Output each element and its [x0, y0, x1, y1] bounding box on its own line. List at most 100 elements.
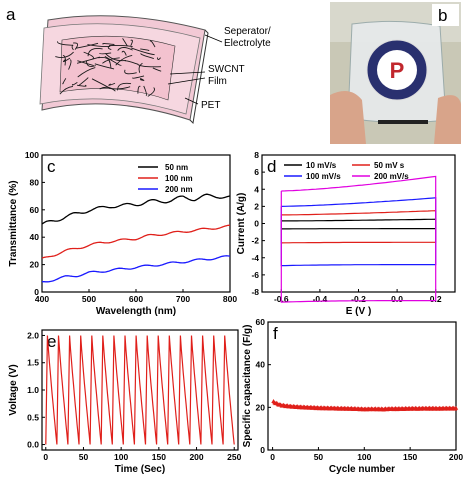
x-tick-label: 200 [449, 452, 463, 462]
nanotube-strand [105, 52, 127, 62]
x-axis-label: Time (Sec) [115, 464, 165, 475]
series-line [42, 255, 231, 283]
panel-label: c [47, 157, 56, 176]
x-axis-label: Cycle number [329, 464, 395, 475]
x-tick-label: 0.0 [391, 294, 403, 304]
plot-frame [267, 321, 457, 451]
legend-label: 200 mV/s [374, 172, 409, 181]
x-tick-label: -0.4 [313, 294, 328, 304]
cv-loop [280, 218, 437, 230]
x-tick-label: 700 [176, 294, 190, 304]
x-tick-label: 150 [152, 452, 166, 462]
callout-line-film-2 [167, 77, 206, 85]
chart-cycling-stability: 0 50 100 150 200 0 20 40 60 Cycle number Specific … [242, 317, 463, 475]
nanotube-strand [99, 52, 112, 55]
nanotube-strand [139, 78, 145, 81]
legend-label: 50 mV s [374, 161, 405, 170]
logo-inner [377, 50, 417, 90]
x-tick-label: 50 [79, 452, 89, 462]
y-tick-label: 1.5 [27, 358, 39, 368]
capacitance-point [453, 405, 459, 410]
legend-label: 100 nm [165, 174, 193, 183]
x-tick-label: 200 [189, 452, 203, 462]
panel-label: e [47, 332, 56, 351]
nanotube-strand [59, 86, 74, 95]
y-tick-label: 4 [254, 184, 259, 194]
y-axis-label: Transmittance (%) [8, 180, 19, 266]
nanotube-strand [149, 40, 156, 48]
nanotube-strand [140, 48, 150, 52]
swcnt-mesh [55, 38, 162, 97]
nanotube-strand [71, 82, 78, 86]
panel-b: P b [330, 2, 461, 144]
gcd-curve [45, 335, 235, 445]
legend-label: 100 mV/s [306, 172, 341, 181]
legend-label: 200 nm [165, 185, 193, 194]
nanotube-strand [130, 39, 133, 46]
x-tick-label: 50 [314, 452, 324, 462]
y-tick-label: 0 [260, 445, 265, 455]
y-tick-label: 0 [34, 287, 39, 297]
nanotube-strand [124, 69, 137, 75]
y-axis-label: Specific capacitance (F/g) [242, 325, 253, 448]
callout-pet: PET [201, 100, 220, 111]
x-tick-label: 0 [43, 452, 48, 462]
nanotube-strand [140, 52, 154, 59]
nanotube-strand [122, 38, 128, 47]
y-tick-label: 2.0 [27, 330, 39, 340]
y-tick-label: 60 [256, 317, 266, 327]
y-tick-label: 40 [256, 360, 266, 370]
y-tick-label: 2 [254, 201, 259, 211]
panel-label: f [273, 324, 278, 343]
nanotube-strand [86, 60, 96, 67]
panel-a: a Seperator/Electrolyte SWCNT Film PET [6, 5, 271, 125]
y-tick-label: 100 [25, 150, 39, 160]
y-tick-label: 20 [256, 402, 266, 412]
nanotube-strand [117, 47, 133, 51]
nanotube-strand [99, 86, 116, 92]
callout-line-separator [204, 34, 223, 43]
nanotube-strand [130, 47, 155, 56]
nanotube-strand [94, 63, 115, 70]
y-tick-label: -2 [251, 236, 259, 246]
layer-illustration [39, 15, 209, 125]
nanotube-strand [132, 75, 145, 79]
nanotube-strand [124, 60, 139, 65]
nanotube-strand [115, 55, 133, 66]
nanotube-strand [102, 43, 115, 45]
panel-a-label: a [6, 5, 16, 24]
y-tick-label: 0.0 [27, 440, 39, 450]
x-tick-label: 400 [35, 294, 49, 304]
left-hand [330, 91, 366, 144]
x-tick-label: 500 [82, 294, 96, 304]
plot-frame [41, 154, 231, 293]
x-axis-label: Wavelength (nm) [96, 306, 176, 317]
chart-transmittance: 400 500 600 700 800 0 20 40 60 80 100 Wavelength (n… [8, 150, 237, 317]
x-tick-label: 0 [270, 452, 275, 462]
nanotube-strand [137, 64, 161, 68]
nanotube-strand [63, 57, 71, 63]
x-tick-label: 100 [114, 452, 128, 462]
y-tick-label: 60 [30, 205, 40, 215]
nanotube-strand [73, 42, 79, 50]
x-tick-label: 150 [403, 452, 417, 462]
nanotube-strand [108, 82, 116, 86]
nanotube-strand [83, 51, 94, 60]
nanotube-strand [87, 48, 103, 57]
nanotube-strand [76, 42, 99, 49]
nanotube-strand [147, 87, 155, 97]
x-tick-label: 100 [357, 452, 371, 462]
y-axis-label: Current (A/g) [236, 193, 247, 255]
x-tick-label: 800 [223, 294, 237, 304]
nanotube-strand [102, 57, 120, 64]
panel-b-label-box [432, 4, 459, 26]
cv-loop [280, 210, 437, 244]
y-tick-label: -4 [251, 253, 259, 263]
x-axis-label: E (V ) [346, 306, 372, 317]
callout-swcnt-film: SWCNT Film [208, 64, 245, 87]
series-line [41, 193, 231, 225]
x-tick-label: 250 [227, 452, 241, 462]
nanotube-strand [107, 45, 112, 50]
